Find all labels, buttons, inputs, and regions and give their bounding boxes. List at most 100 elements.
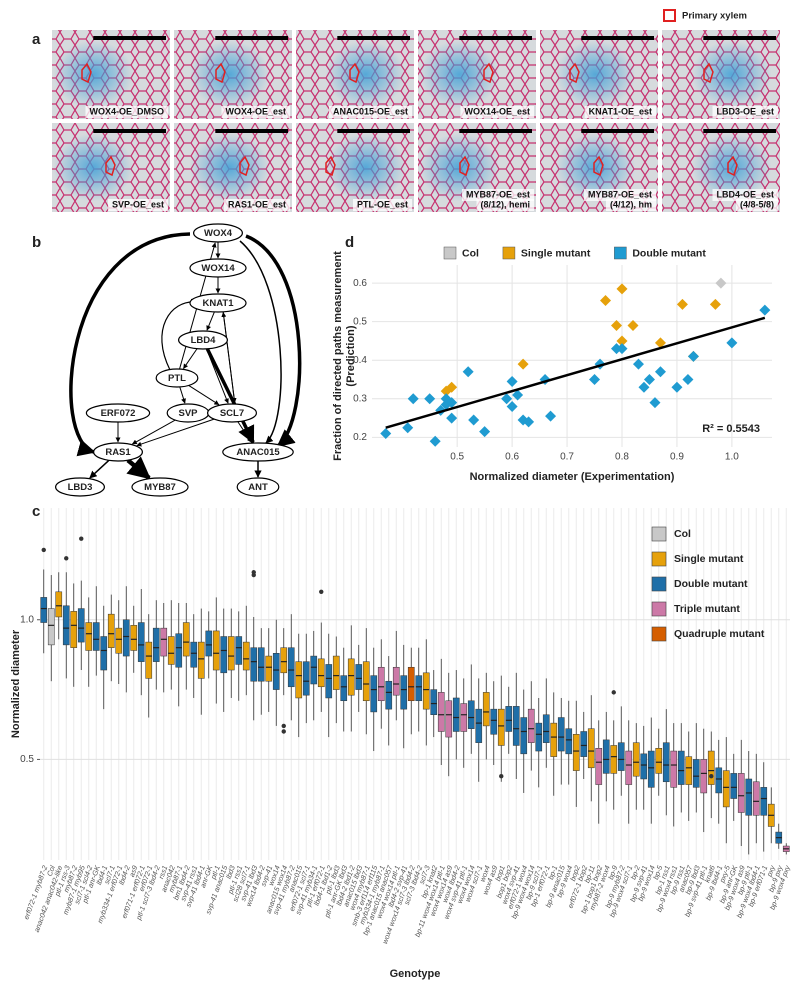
box (475, 708, 483, 743)
node (92, 442, 143, 462)
point (632, 358, 644, 370)
box (385, 680, 393, 710)
stain (325, 133, 406, 202)
box (632, 742, 640, 777)
box (422, 672, 430, 710)
x-tick-label: rss1 (156, 864, 169, 880)
image-label: MYB87-OE_est (466, 189, 530, 199)
box (242, 641, 250, 671)
outlier (79, 536, 84, 541)
x-axis-title: Normalized diameter (Experimentation) (470, 471, 675, 483)
box (310, 655, 318, 685)
xylem-outline (703, 62, 714, 84)
edge (131, 419, 176, 445)
box (160, 627, 168, 657)
label-background (712, 106, 778, 118)
box (400, 675, 408, 710)
box (317, 658, 325, 688)
image-label: SVP-OE_est (112, 199, 164, 209)
point (600, 294, 612, 306)
edge (205, 348, 255, 444)
box (152, 627, 160, 662)
legend-swatch (614, 246, 627, 260)
box (295, 661, 303, 699)
box (130, 625, 138, 651)
node (236, 477, 280, 497)
node-label: WOX14 (201, 263, 235, 274)
label-background (221, 106, 290, 118)
outlier (499, 773, 504, 779)
edge (239, 240, 282, 444)
box (190, 641, 198, 668)
box (565, 728, 573, 755)
node-label: SVP (178, 408, 198, 419)
outlier (64, 556, 69, 561)
box (377, 666, 385, 702)
node (207, 403, 258, 423)
x-axis-title: Genotype (390, 968, 441, 980)
box (272, 653, 280, 690)
box (520, 717, 528, 755)
box (752, 781, 760, 816)
box (85, 622, 93, 651)
box (595, 748, 603, 785)
point (462, 366, 474, 378)
box (602, 739, 610, 774)
box (700, 759, 708, 794)
node (155, 368, 199, 388)
edge (69, 232, 191, 457)
stain (555, 133, 636, 202)
image-label: WOX4-OE_DMSO (89, 106, 164, 116)
box (250, 647, 258, 682)
xylem-outline (459, 155, 470, 177)
fit-line (385, 316, 766, 429)
point (589, 374, 601, 386)
box (182, 622, 190, 657)
node-label: LBD4 (191, 335, 217, 346)
point (479, 426, 491, 438)
point (407, 393, 419, 405)
node (85, 403, 151, 423)
box (722, 770, 730, 808)
box (265, 655, 273, 682)
box (340, 675, 348, 702)
box (542, 714, 550, 743)
point (402, 422, 414, 434)
node (131, 477, 189, 497)
box (175, 633, 183, 668)
box (205, 630, 213, 657)
xylem-outline (349, 62, 360, 84)
stain (53, 133, 134, 202)
box (437, 692, 445, 732)
box (662, 742, 670, 783)
xylem-outline (81, 62, 92, 84)
point (523, 416, 535, 428)
image-label: ANAC015-OE_est (333, 106, 408, 116)
xylem-outline (105, 155, 116, 177)
edge (179, 386, 186, 404)
edge (136, 418, 215, 447)
box (287, 647, 295, 688)
box (430, 689, 438, 715)
box (452, 697, 460, 732)
x-tick-label: 1.0 (725, 452, 739, 463)
box (550, 722, 558, 757)
point (506, 375, 518, 387)
node (189, 293, 247, 313)
x-tick-label: 0.5 (450, 452, 464, 463)
point (380, 428, 392, 440)
label-background (85, 106, 168, 118)
box (370, 675, 378, 713)
box (407, 666, 415, 702)
box (325, 664, 333, 699)
box (212, 630, 220, 671)
point (506, 401, 518, 413)
node-label: KNAT1 (203, 298, 235, 309)
box (62, 605, 70, 646)
edge (183, 348, 198, 369)
legend-label: Triple mutant (674, 603, 740, 615)
plot-area (372, 265, 772, 447)
box (572, 734, 580, 771)
box (392, 666, 400, 696)
